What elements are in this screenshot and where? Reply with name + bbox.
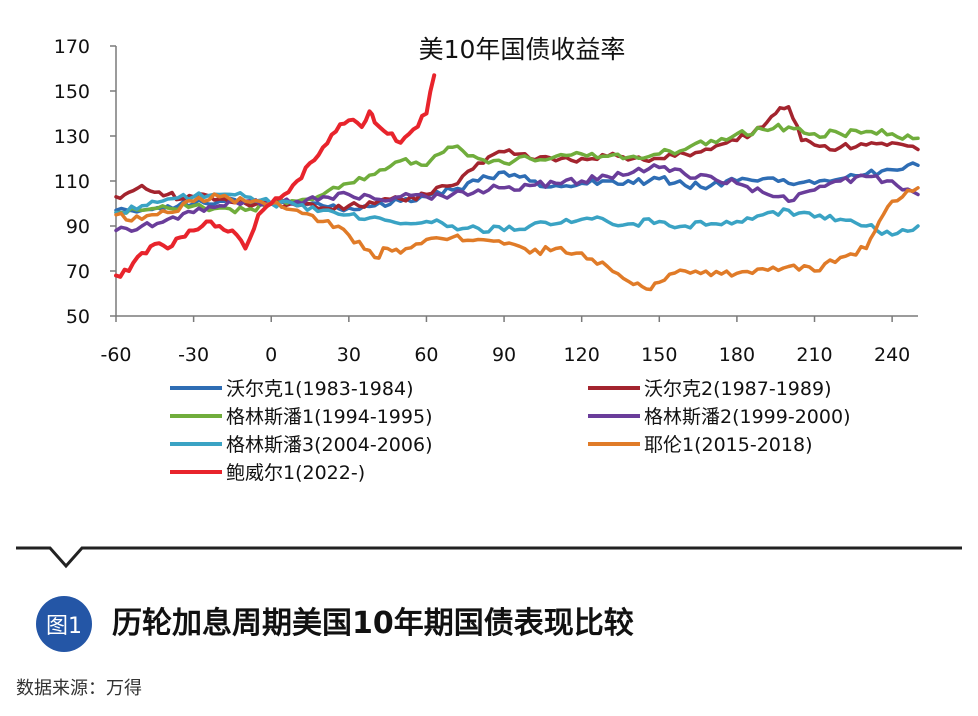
tick-labels: 50 70 90 110 130 150 170 -60 -30 0 30 60 90 120 150 180…: [54, 36, 911, 366]
x-tick-label: 240: [874, 344, 910, 366]
series-line: [114, 191, 920, 237]
legend-label: 沃尔克2(1987-1989): [644, 378, 831, 400]
source-note: 数据来源：万得: [16, 678, 142, 699]
legend-label: 耶伦1(2015-2018): [644, 434, 812, 456]
section-divider: [16, 546, 962, 569]
legend-label: 格林斯潘2(1999-2000): [644, 406, 850, 428]
legend-label: 格林斯潘3(2004-2006): [226, 434, 432, 456]
y-tick-label: 70: [66, 261, 90, 283]
series-line: [114, 73, 437, 279]
x-tick-label: 210: [796, 344, 832, 366]
figure-number-badge: 图1: [36, 596, 92, 652]
figure-caption-title: 历轮加息周期美国10年期国债表现比较: [112, 606, 634, 641]
legend-label: 格林斯潘1(1994-1995): [226, 406, 432, 428]
x-tick-label: -60: [100, 344, 131, 366]
y-tick-label: 90: [66, 216, 90, 238]
series-line: [114, 122, 920, 215]
series-line: [114, 186, 920, 292]
legend: 沃尔克1(1983-1984) 沃尔克2(1987-1989) 格林斯潘1(1994…: [170, 378, 850, 484]
y-tick-label: 150: [54, 81, 90, 103]
line-chart: 50 70 90 110 130 150 170 -60 -30 0 30 60 90 120 150 180…: [54, 35, 920, 484]
x-tick-label: 60: [414, 344, 438, 366]
y-tick-label: 110: [54, 171, 90, 193]
x-tick-label: 0: [265, 344, 277, 366]
chart-axes: [110, 45, 918, 322]
chart-title: 美10年国债收益率: [419, 35, 626, 64]
x-tick-label: 30: [337, 344, 361, 366]
x-tick-label: 120: [564, 344, 600, 366]
y-tick-label: 130: [54, 126, 90, 148]
legend-label: 鲍威尔1(2022-): [226, 462, 365, 484]
y-tick-label: 170: [54, 36, 90, 58]
x-tick-label: 90: [492, 344, 516, 366]
legend-label: 沃尔克1(1983-1984): [226, 378, 413, 400]
x-tick-label: -30: [178, 344, 209, 366]
series-line: [114, 161, 920, 214]
y-tick-label: 50: [66, 306, 90, 328]
x-tick-label: 150: [641, 344, 677, 366]
x-tick-label: 180: [719, 344, 755, 366]
series-lines: [114, 73, 920, 292]
